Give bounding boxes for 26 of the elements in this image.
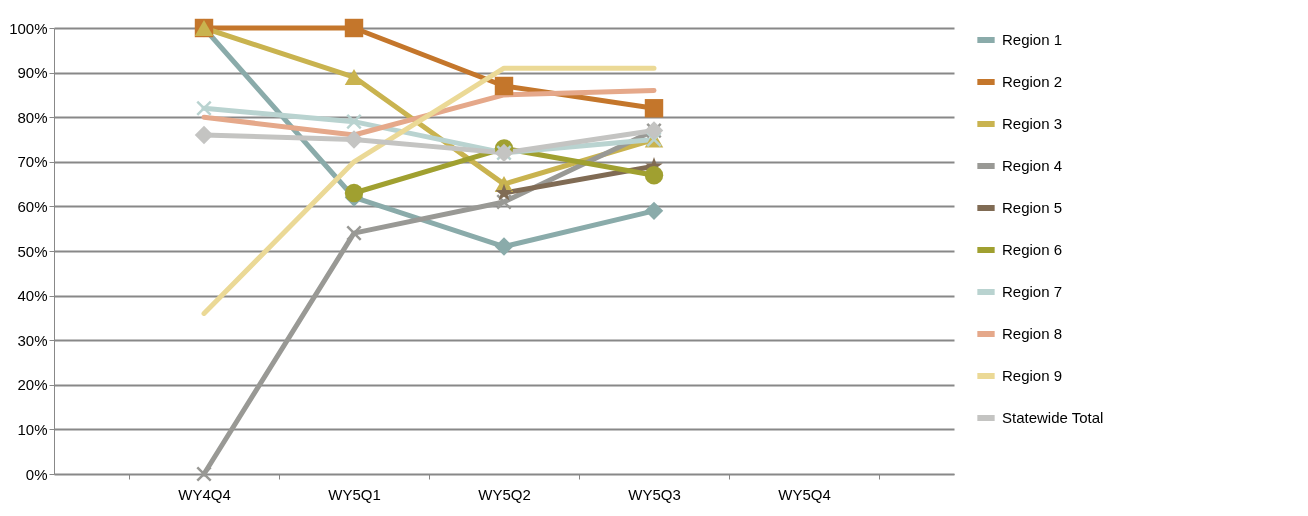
legend-label: Region 8	[1002, 325, 1063, 342]
x-tick-label: WY5Q2	[478, 485, 531, 503]
y-tick-label: 30%	[17, 331, 48, 349]
x-tick-label: WY5Q3	[628, 485, 681, 503]
y-tick-label: 80%	[17, 108, 48, 126]
y-tick-label: 100%	[9, 19, 48, 37]
y-tick-label: 70%	[17, 153, 48, 171]
x-tick-label: WY5Q1	[328, 485, 381, 503]
x-tick-label: WY4Q4	[178, 485, 231, 503]
legend-label: Region 1	[1002, 31, 1063, 48]
y-tick-label: 50%	[17, 242, 48, 260]
legend-label: Statewide Total	[1002, 409, 1104, 426]
legend-label: Region 9	[1002, 367, 1063, 384]
legend-label: Region 5	[1002, 199, 1063, 216]
y-tick-label: 90%	[17, 64, 48, 82]
legend-label: Region 6	[1002, 241, 1063, 258]
y-tick-label: 0%	[25, 465, 48, 483]
y-tick-label: 40%	[17, 287, 48, 305]
y-tick-label: 10%	[17, 420, 48, 438]
legend-label: Region 4	[1002, 157, 1063, 174]
y-tick-label: 60%	[17, 197, 48, 215]
legend-label: Region 2	[1002, 73, 1063, 90]
legend-label: Region 3	[1002, 115, 1063, 132]
y-tick-label: 20%	[17, 376, 48, 394]
legend-label: Region 7	[1002, 283, 1063, 300]
x-tick-label: WY5Q4	[778, 485, 831, 503]
